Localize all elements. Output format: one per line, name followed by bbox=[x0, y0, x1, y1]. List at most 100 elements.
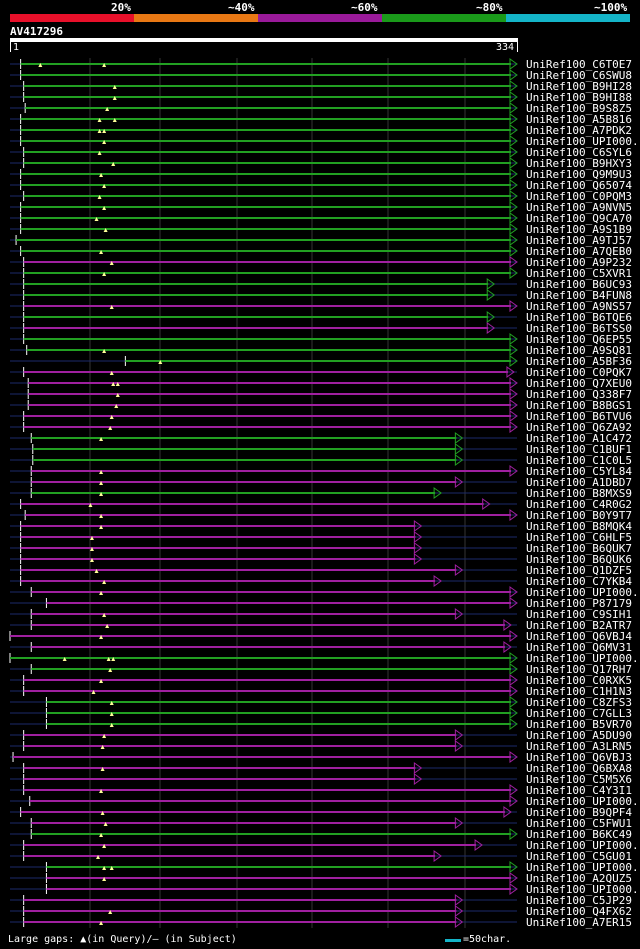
hit-arrow bbox=[486, 278, 496, 290]
hit-row: UniRef100_B6QUK7 bbox=[10, 542, 632, 555]
hit-label: UniRef100_B6KC49 bbox=[526, 828, 632, 841]
query-gap-marker bbox=[99, 789, 104, 793]
query-gap-marker bbox=[94, 569, 99, 573]
hit-arrow bbox=[454, 729, 464, 741]
hit-label: UniRef100_Q6ZA92 bbox=[526, 421, 632, 434]
hit-bar bbox=[23, 151, 511, 153]
hit-label: UniRef100_B4FUN8 bbox=[526, 289, 632, 302]
hit-arrow bbox=[509, 410, 518, 422]
hit-label: UniRef100_Q6VBJ3 bbox=[526, 751, 632, 764]
hit-bar bbox=[23, 294, 489, 296]
hit-row: UniRef100_UPI000.. bbox=[10, 795, 640, 808]
query-gap-marker bbox=[91, 690, 96, 694]
hit-row: UniRef100_A1DBD7 bbox=[10, 476, 632, 489]
query-gap-marker bbox=[99, 679, 104, 683]
hit-bar bbox=[23, 855, 436, 857]
hit-arrow bbox=[509, 630, 518, 642]
hit-row: UniRef100_A7QEB0 bbox=[10, 245, 632, 258]
hit-arrow bbox=[454, 564, 464, 576]
hit-arrow bbox=[509, 399, 518, 411]
hit-row: UniRef100_B9HI88 bbox=[10, 91, 632, 104]
hit-arrow bbox=[509, 223, 518, 235]
query-gap-marker bbox=[38, 63, 43, 67]
hit-label: UniRef100_Q338F7 bbox=[526, 388, 632, 401]
hit-arrow bbox=[509, 245, 518, 257]
hit-row: UniRef100_B5VR70 bbox=[10, 718, 632, 731]
query-end-coord: 334 bbox=[496, 42, 515, 53]
hit-arrow bbox=[413, 520, 423, 532]
hit-row: UniRef100_UPI000.. bbox=[10, 883, 640, 896]
scale-label: =50char. bbox=[463, 934, 512, 945]
hit-bar bbox=[20, 63, 512, 65]
hit-bar bbox=[31, 646, 505, 648]
query-gap-marker bbox=[109, 261, 114, 265]
query-gap-marker bbox=[99, 591, 104, 595]
query-gap-marker bbox=[109, 712, 114, 716]
hit-bar bbox=[23, 85, 511, 87]
hit-arrow bbox=[454, 817, 464, 829]
hit-bar bbox=[25, 514, 512, 516]
query-gap-marker bbox=[94, 217, 99, 221]
hit-label: UniRef100_A9S1B9 bbox=[526, 223, 632, 236]
hit-bar bbox=[20, 129, 512, 131]
hit-bar bbox=[23, 327, 489, 329]
hit-bar bbox=[20, 118, 512, 120]
hit-arrow bbox=[509, 201, 518, 213]
hit-label: UniRef100_C6SYL6 bbox=[526, 146, 632, 159]
hit-label: UniRef100_C4R0G2 bbox=[526, 498, 632, 511]
query-gap-marker bbox=[115, 393, 120, 397]
hit-label: UniRef100_B2ATR7 bbox=[526, 619, 632, 632]
hit-label: UniRef100_UPI000.. bbox=[526, 652, 640, 665]
hit-row: UniRef100_B9HXY3 bbox=[10, 157, 632, 170]
hit-row: UniRef100_A7ER15 bbox=[10, 916, 632, 929]
hit-arrow bbox=[509, 586, 518, 598]
hit-arrow bbox=[486, 311, 496, 323]
hit-row: UniRef100_C8ZFS3 bbox=[10, 696, 632, 709]
hit-label: UniRef100_C1C0L5 bbox=[526, 454, 632, 467]
hit-label: UniRef100_A3LRN5 bbox=[526, 740, 632, 753]
hit-arrow bbox=[509, 146, 518, 158]
hit-row: UniRef100_B4FUN8 bbox=[10, 289, 632, 302]
hit-bar bbox=[46, 712, 511, 714]
hit-label: UniRef100_B9QPF4 bbox=[526, 806, 632, 819]
hit-arrow bbox=[509, 212, 518, 224]
hit-row: UniRef100_B8MQK4 bbox=[10, 520, 632, 533]
query-gap-marker bbox=[112, 118, 117, 122]
hit-arrow bbox=[506, 366, 515, 378]
hit-bar bbox=[23, 899, 457, 901]
query-gap-marker bbox=[88, 503, 93, 507]
hit-bar bbox=[32, 459, 457, 461]
hit-row: UniRef100_C1BUF1 bbox=[10, 443, 632, 456]
hit-bar bbox=[23, 195, 511, 197]
hit-label: UniRef100_C1H1N3 bbox=[526, 685, 632, 698]
hit-row: UniRef100_Q9M9U3 bbox=[10, 168, 632, 181]
hit-label: UniRef100_UPI000.. bbox=[526, 883, 640, 896]
hit-label: UniRef100_C5M5X6 bbox=[526, 773, 632, 786]
hit-label: UniRef100_A7QEB0 bbox=[526, 245, 632, 258]
hit-row: UniRef100_B9HI28 bbox=[10, 80, 632, 93]
hit-label: UniRef100_A9NS57 bbox=[526, 300, 632, 313]
hit-bar bbox=[23, 767, 416, 769]
legend-bar-80 bbox=[382, 14, 506, 22]
hit-label: UniRef100_C6SWU8 bbox=[526, 69, 632, 82]
query-gap-marker bbox=[102, 877, 107, 881]
hit-arrow bbox=[509, 872, 518, 884]
hit-row: UniRef100_C4Y3I1 bbox=[10, 784, 632, 797]
hit-label: UniRef100_B6UC93 bbox=[526, 278, 632, 291]
hit-row: UniRef100_B0Y9T7 bbox=[10, 509, 632, 522]
hit-bar bbox=[46, 602, 511, 604]
hit-arrow bbox=[509, 652, 518, 664]
hit-row: UniRef100_Q6VBJ4 bbox=[9, 630, 632, 643]
hit-arrow bbox=[509, 69, 518, 81]
hit-bar bbox=[20, 503, 484, 505]
query-gap-marker bbox=[99, 921, 104, 925]
hit-arrow bbox=[509, 300, 518, 312]
hit-arrow bbox=[433, 487, 442, 499]
query-gap-marker bbox=[102, 206, 107, 210]
query-bar bbox=[10, 38, 518, 42]
hit-bar bbox=[23, 283, 489, 285]
hit-bar bbox=[23, 921, 457, 923]
hit-arrow bbox=[413, 553, 423, 565]
hit-row: UniRef100_C5M5X6 bbox=[10, 773, 632, 786]
query-gap-marker bbox=[108, 426, 113, 430]
